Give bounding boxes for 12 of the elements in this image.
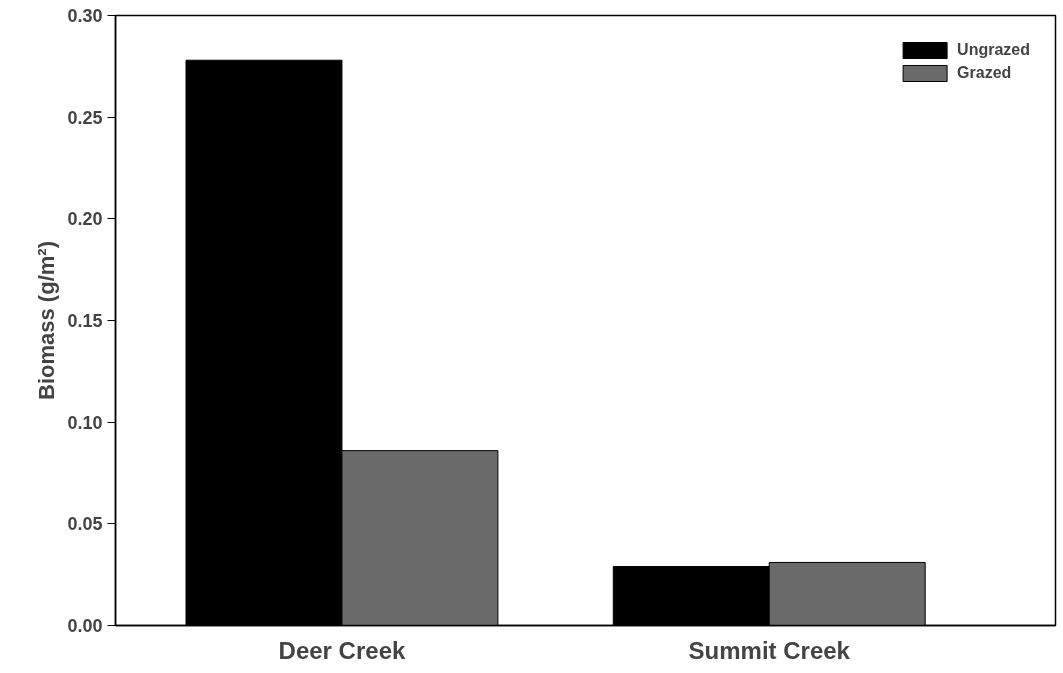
y-tick-label: 0.25 xyxy=(67,107,103,128)
y-tick-label: 0.10 xyxy=(67,412,103,433)
y-tick-label: 0.05 xyxy=(67,514,103,535)
y-tick-label: 0.20 xyxy=(67,209,103,230)
y-tick-label: 0.30 xyxy=(67,6,103,26)
y-tick-label: 0.00 xyxy=(67,616,103,636)
y-tick-label: 0.15 xyxy=(67,311,103,331)
legend-label: Ungrazed xyxy=(957,41,1030,59)
x-tick-label: Deer Creek xyxy=(278,636,406,664)
x-tick-label: Summit Creek xyxy=(688,636,851,664)
legend-label: Grazed xyxy=(957,64,1012,82)
y-axis-title: Biomass (g/m²) xyxy=(34,241,60,400)
